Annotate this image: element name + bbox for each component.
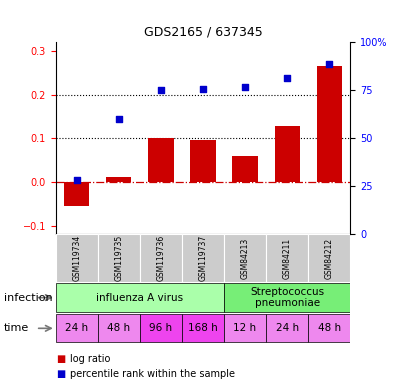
Text: GSM119735: GSM119735 [114, 235, 123, 281]
Bar [56, 314, 98, 343]
Bar [140, 314, 182, 343]
Text: influenza A virus: influenza A virus [96, 293, 183, 303]
Text: 12 h: 12 h [234, 323, 257, 333]
Point [284, 75, 290, 81]
Text: GSM84213: GSM84213 [240, 238, 250, 279]
Bar [224, 234, 266, 282]
Bar [266, 234, 308, 282]
Text: GSM119737: GSM119737 [199, 235, 207, 281]
Bar [98, 314, 140, 343]
Bar [148, 138, 174, 182]
Text: GSM84211: GSM84211 [283, 238, 292, 279]
Point [158, 87, 164, 93]
Bar [56, 234, 98, 282]
Text: 24 h: 24 h [275, 323, 298, 333]
Text: 48 h: 48 h [107, 323, 131, 333]
Text: GSM84212: GSM84212 [325, 238, 334, 279]
Text: percentile rank within the sample: percentile rank within the sample [70, 369, 235, 379]
Text: GSM119736: GSM119736 [156, 235, 166, 281]
Bar [64, 182, 90, 206]
Text: ■: ■ [56, 354, 65, 364]
Text: infection: infection [4, 293, 53, 303]
Bar [275, 126, 300, 182]
Title: GDS2165 / 637345: GDS2165 / 637345 [144, 25, 262, 38]
Bar [308, 314, 350, 343]
Bar [224, 314, 266, 343]
Bar [182, 234, 224, 282]
Bar [266, 314, 308, 343]
Point [200, 86, 206, 93]
Text: ■: ■ [56, 369, 65, 379]
Text: Streptococcus
pneumoniae: Streptococcus pneumoniae [250, 287, 324, 308]
Bar [106, 177, 131, 182]
Point [242, 84, 248, 90]
Text: log ratio: log ratio [70, 354, 110, 364]
Point [116, 116, 122, 122]
Bar [56, 283, 224, 312]
Point [74, 177, 80, 183]
Bar [98, 234, 140, 282]
Text: time: time [4, 323, 29, 333]
Text: 168 h: 168 h [188, 323, 218, 333]
Bar [232, 156, 258, 182]
Bar [224, 283, 350, 312]
Point [326, 61, 332, 67]
Text: 48 h: 48 h [318, 323, 341, 333]
Text: GSM119734: GSM119734 [72, 235, 81, 281]
Bar [140, 234, 182, 282]
Bar [316, 66, 342, 182]
Bar [182, 314, 224, 343]
Text: 24 h: 24 h [65, 323, 88, 333]
Text: 96 h: 96 h [149, 323, 172, 333]
Bar [190, 141, 216, 182]
Bar [308, 234, 350, 282]
